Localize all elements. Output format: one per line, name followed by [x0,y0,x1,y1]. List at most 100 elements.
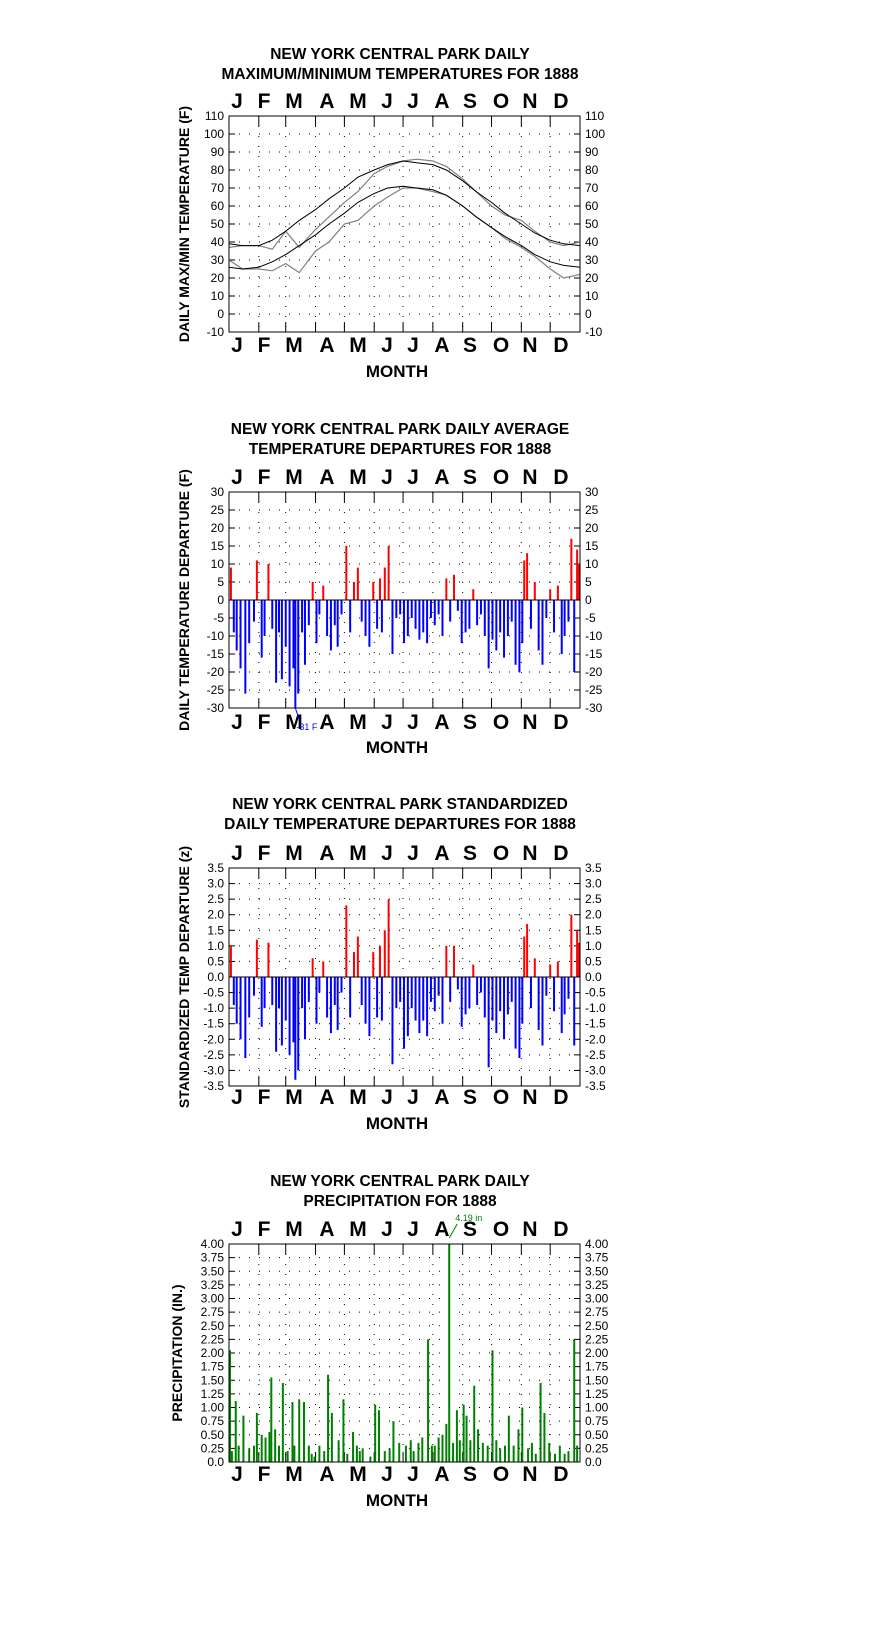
y-tick-label-right: -5 [585,611,596,625]
y-tick-label-right: 10 [585,289,599,303]
month-label-top: A [434,466,449,489]
y-tick-label-left: -1.5 [203,1017,224,1031]
month-label-top: J [407,90,419,113]
month-label-top: J [231,466,243,489]
y-tick-label-left: -0.5 [203,986,224,1000]
y-tick-label-right: 1.25 [585,1387,609,1401]
y-tick-label-left: 20 [211,521,225,535]
month-label-bottom: J [381,1086,393,1109]
month-label-bottom: N [522,711,537,734]
month-label-bottom: S [463,334,477,357]
month-label-bottom: J [231,1086,243,1109]
month-label-top: M [285,466,303,489]
y-tick-label-right: 3.25 [585,1278,609,1292]
month-label-bottom: M [349,1463,367,1486]
y-tick-label-right: -2.5 [585,1048,606,1062]
y-tick-label-right: 10 [585,557,599,571]
y-tick-label-right: 80 [585,163,599,177]
month-label-bottom: N [522,1086,537,1109]
y-tick-label-right: 100 [585,127,605,141]
month-label-bottom: O [493,334,509,357]
y-tick-label-right: -10 [585,629,603,643]
y-tick-label-right: 25 [585,503,599,517]
month-label-bottom: A [434,1463,449,1486]
y-tick-label-left: 50 [211,217,225,231]
month-label-top: S [463,1218,477,1241]
plot-frame [228,867,581,1087]
month-label-top: J [407,466,419,489]
y-tick-label-right: -2.0 [585,1032,606,1046]
plot-frame [228,115,581,333]
y-tick-label-left: 3.50 [201,1264,225,1278]
y-tick-label-right: 1.75 [585,1360,609,1374]
y-tick-label-right: 110 [585,109,604,123]
month-label-bottom: O [493,711,509,734]
annotation-leader [294,707,300,721]
y-tick-label-right: 30 [585,485,599,499]
y-tick-label-right: 3.00 [585,1292,609,1306]
normal-temperature-line [228,160,581,247]
y-tick-label-left: 90 [211,145,225,159]
y-tick-label-left: 60 [211,199,225,213]
month-label-bottom: J [381,1463,393,1486]
month-label-top: M [285,842,303,865]
y-tick-label-right: 5 [585,575,592,589]
month-label-bottom: F [258,334,271,357]
month-label-bottom: S [463,711,477,734]
month-label-top: M [349,1218,367,1241]
month-label-bottom: A [434,711,449,734]
y-tick-label-left: 1.0 [207,939,224,953]
y-tick-label-right: -1.0 [585,1001,606,1015]
month-label-top: O [493,842,509,865]
month-label-bottom: A [319,711,334,734]
month-label-top: M [285,90,303,113]
chart-title-line: NEW YORK CENTRAL PARK DAILY AVERAGE [231,421,569,438]
y-tick-label-right: -20 [585,665,603,679]
month-label-top: J [231,842,243,865]
x-axis-label: MONTH [366,1491,428,1510]
x-axis-label: MONTH [366,1114,428,1133]
month-label-bottom: M [285,1463,303,1486]
month-label-top: N [522,842,537,865]
month-label-bottom: S [463,1463,477,1486]
y-tick-label-left: -25 [207,683,225,697]
y-tick-label-right: -1.5 [585,1017,606,1031]
month-label-top: A [319,1218,334,1241]
y-tick-label-left: -3.0 [203,1063,224,1077]
y-tick-label-left: -5 [213,611,224,625]
month-label-top: M [349,90,367,113]
y-tick-label-left: 0 [217,593,224,607]
y-tick-label-right: 2.50 [585,1319,609,1333]
y-tick-label-right: 90 [585,145,599,159]
month-label-bottom: J [407,711,419,734]
chart-title-line: NEW YORK CENTRAL PARK DAILY [270,46,530,63]
chart-title-line: NEW YORK CENTRAL PARK STANDARDIZED [232,796,568,813]
y-tick-label-left: 30 [211,485,225,499]
month-label-top: D [553,1218,568,1241]
y-tick-label-left: 2.00 [201,1346,225,1360]
month-label-top: J [381,842,393,865]
month-label-bottom: J [381,711,393,734]
y-tick-label-left: 20 [211,271,225,285]
chart-title-line: DAILY TEMPERATURE DEPARTURES FOR 1888 [224,816,576,833]
observed-temperature-line [228,158,581,250]
month-label-bottom: D [553,1086,568,1109]
month-label-top: M [285,1218,303,1241]
y-tick-label-right: 1.5 [585,923,602,937]
y-tick-label-left: -1.0 [203,1001,224,1015]
month-label-top: A [319,90,334,113]
y-tick-label-left: -30 [207,701,225,715]
y-tick-label-right: 40 [585,235,599,249]
y-tick-label-left: -15 [207,647,225,661]
y-tick-label-right: -0.5 [585,986,606,1000]
month-label-top: S [463,90,477,113]
month-label-bottom: M [349,334,367,357]
month-label-top: J [407,1218,419,1241]
y-tick-label-left: 3.75 [201,1251,225,1265]
month-label-bottom: F [258,711,271,734]
y-tick-label-left: -10 [207,325,225,339]
month-label-top: J [231,1218,243,1241]
y-tick-label-left: 3.0 [207,877,224,891]
y-tick-label-left: -2.5 [203,1048,224,1062]
y-tick-label-left: 110 [205,109,224,123]
